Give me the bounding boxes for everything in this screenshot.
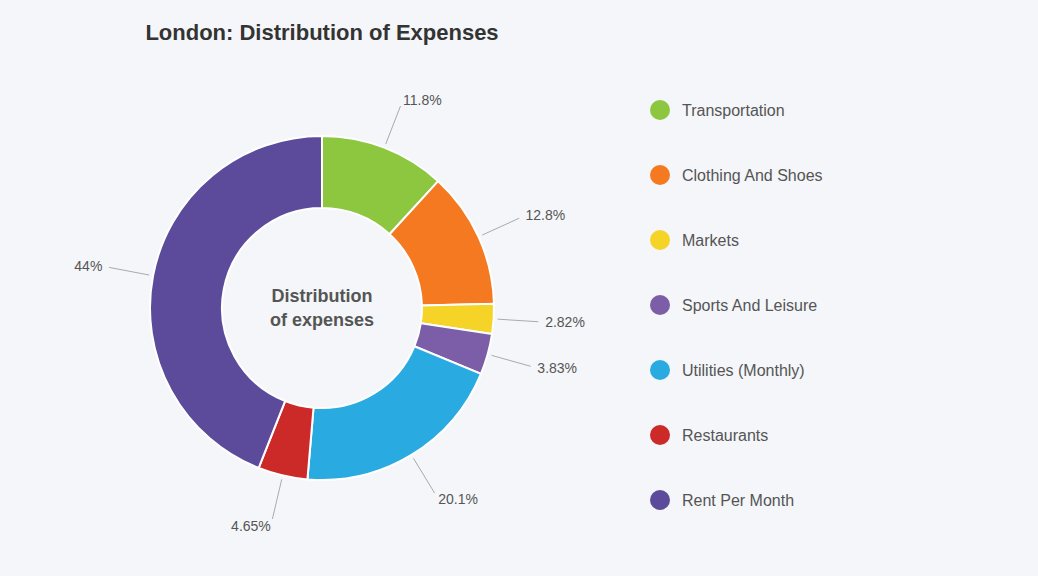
leader-line: [272, 479, 281, 519]
chart-svg: London: Distribution of Expenses 11.8% 12.…: [0, 0, 1038, 576]
leader-line: [498, 319, 539, 322]
data-label: 4.65%: [231, 518, 271, 534]
leader-line: [482, 218, 519, 235]
legend-swatch: [650, 295, 670, 315]
legend-swatch: [650, 490, 670, 510]
leader-line: [492, 355, 531, 366]
legend-label: Sports And Leisure: [682, 297, 817, 314]
chart-container: London: Distribution of Expenses 11.8% 12.…: [0, 0, 1038, 576]
legend-label: Rent Per Month: [682, 492, 794, 509]
data-label: 20.1%: [438, 491, 478, 507]
legend-label: Transportation: [682, 102, 785, 119]
center-text: Distribution: [272, 286, 373, 306]
legend-label: Utilities (Monthly): [682, 362, 805, 379]
legend-swatch: [650, 165, 670, 185]
data-label: 12.8%: [525, 207, 565, 223]
center-text: of expenses: [270, 310, 374, 330]
chart-title: London: Distribution of Expenses: [145, 20, 498, 45]
data-label: 44%: [74, 258, 102, 274]
legend-swatch: [650, 360, 670, 380]
background: [0, 0, 1038, 576]
legend-label: Clothing And Shoes: [682, 167, 823, 184]
leader-line: [386, 106, 401, 144]
leader-line: [413, 458, 434, 493]
slices: [150, 136, 494, 480]
data-labels: 11.8% 12.8% 2.82% 3.83% 20.1% 4.65% 44%: [74, 92, 585, 534]
legend-label: Markets: [682, 232, 739, 249]
leader-line: [109, 267, 149, 275]
slice: [307, 346, 480, 480]
legend-swatch: [650, 100, 670, 120]
legend-label: Restaurants: [682, 427, 768, 444]
data-label: 2.82%: [545, 314, 585, 330]
legend-swatch: [650, 230, 670, 250]
data-label: 3.83%: [537, 360, 577, 376]
legend-swatch: [650, 425, 670, 445]
legend: Transportation Clothing And Shoes Markets S…: [650, 100, 823, 510]
slice: [390, 181, 494, 305]
data-label: 11.8%: [403, 92, 442, 108]
